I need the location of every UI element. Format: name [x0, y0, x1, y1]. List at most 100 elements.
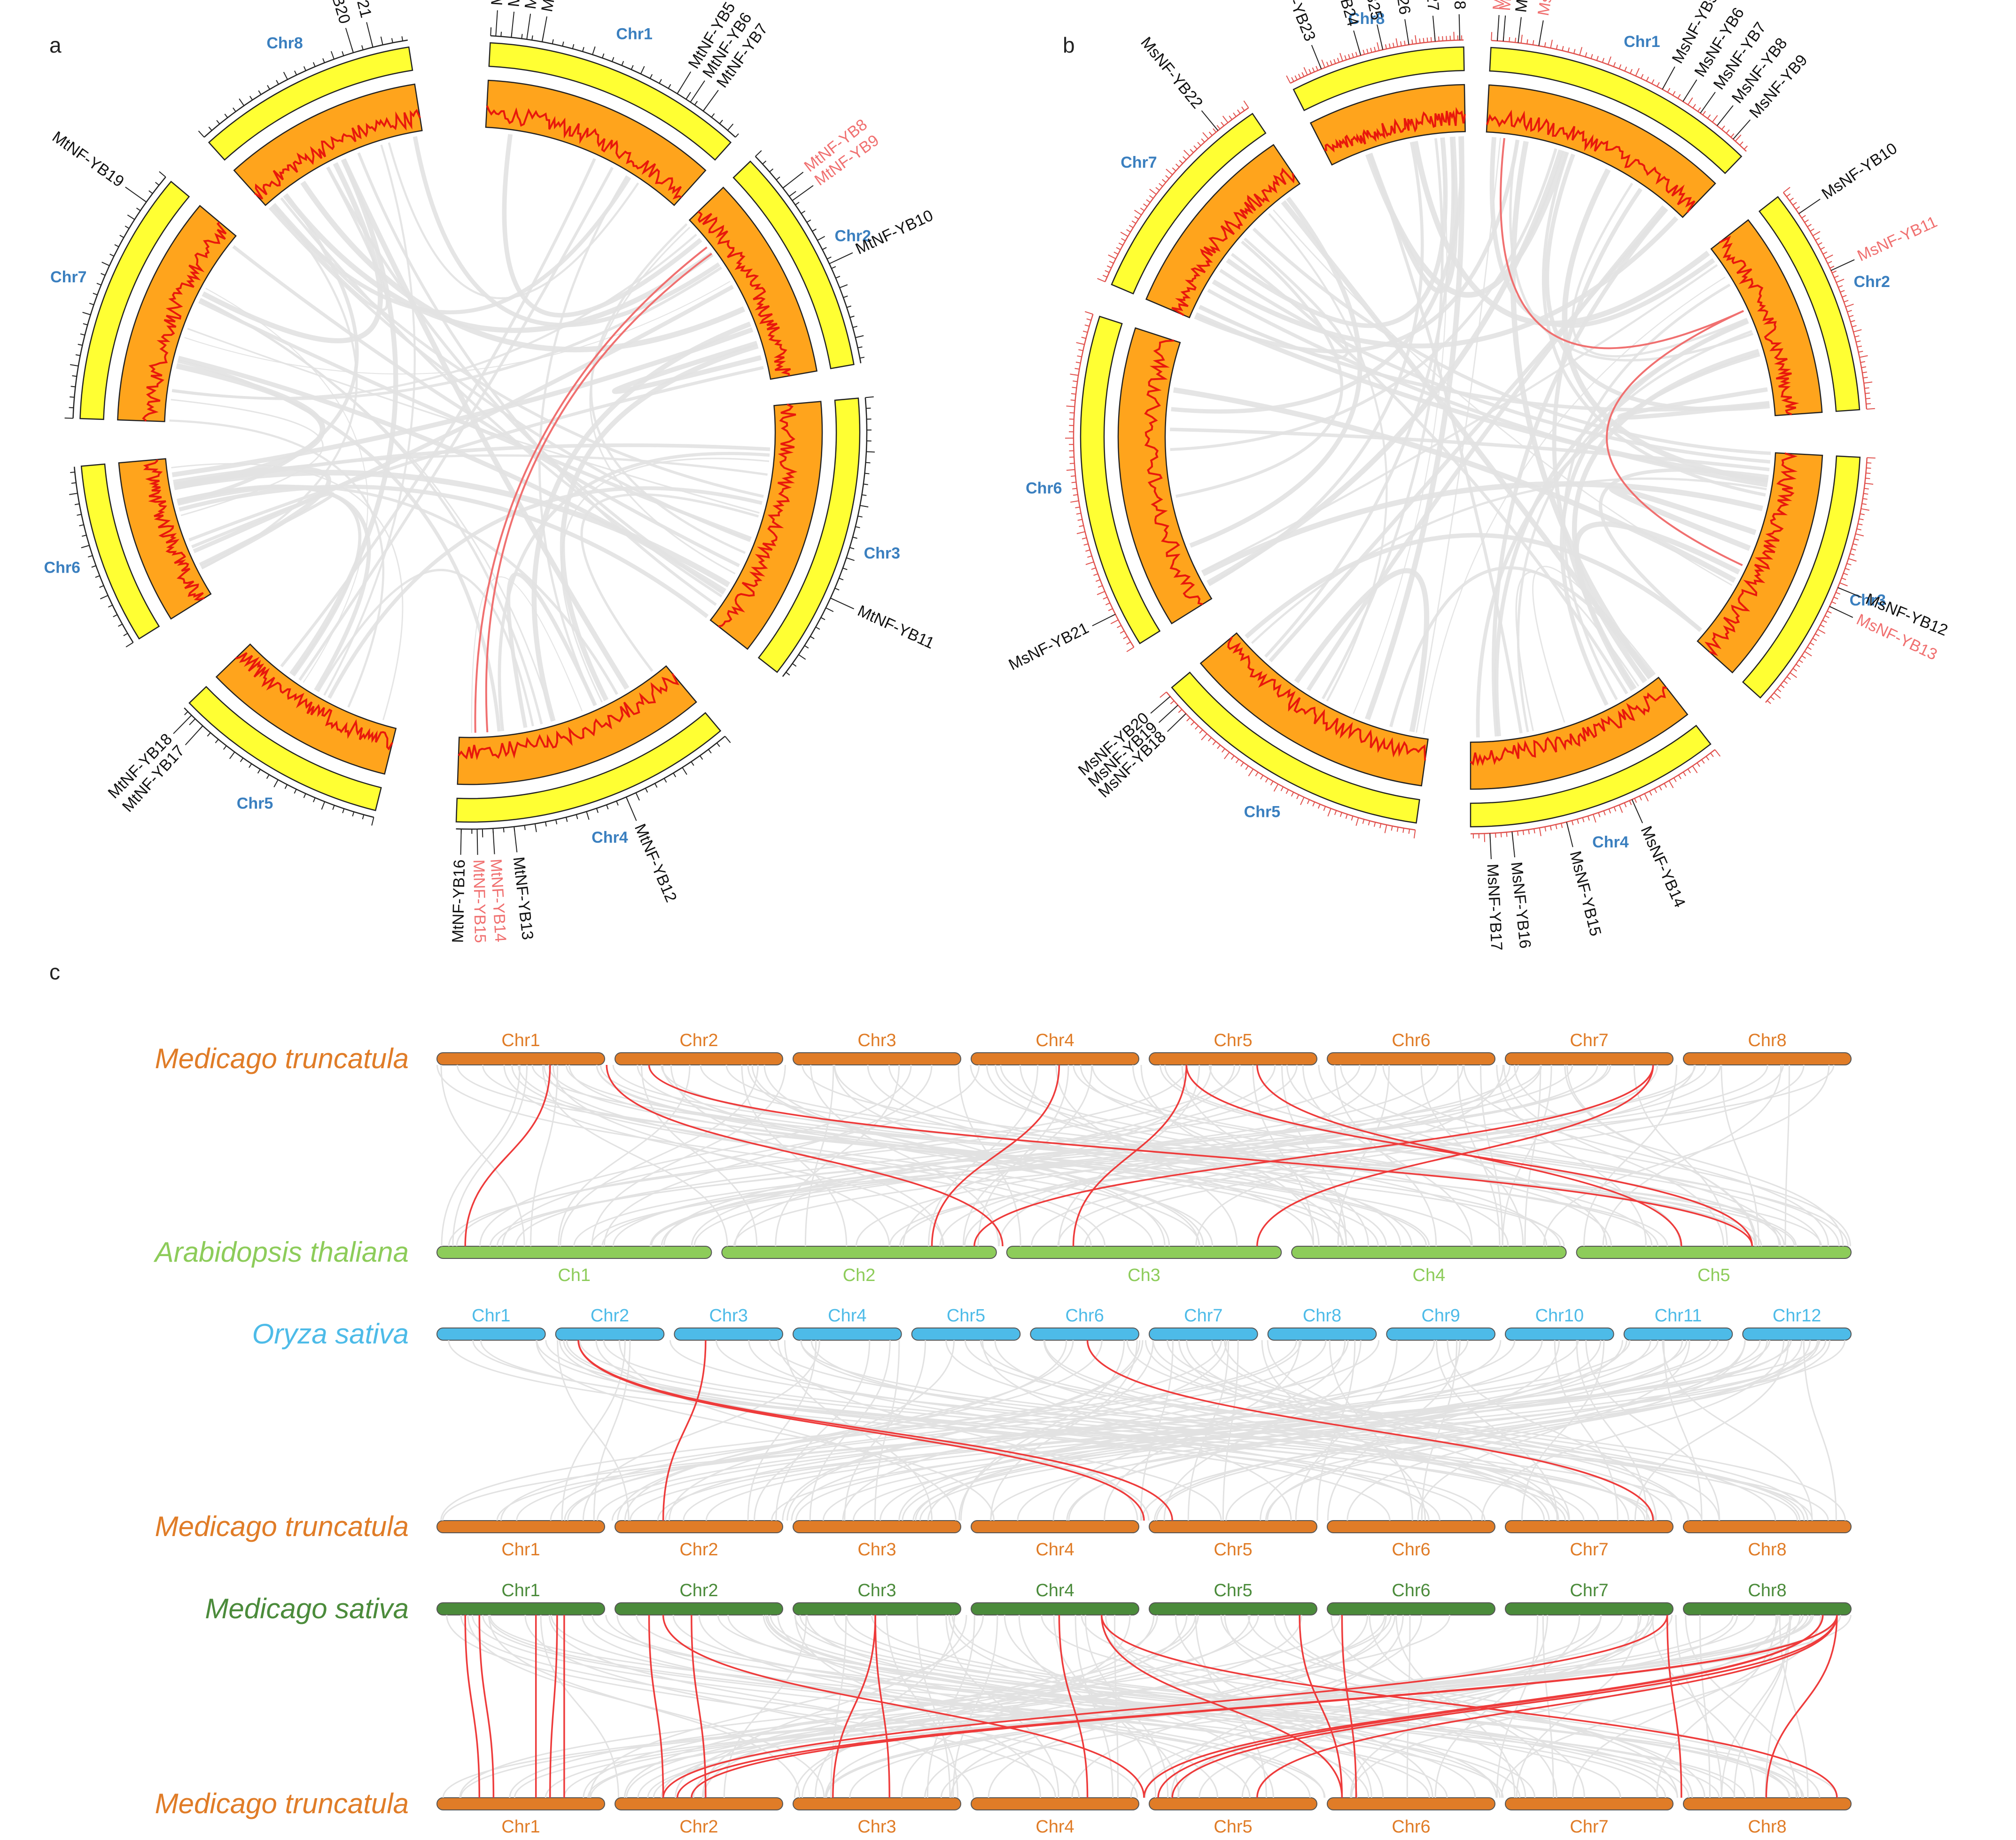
gray-link [1195, 312, 1768, 483]
gene-label: MsNF-YB11 [1854, 213, 1940, 265]
tick [184, 711, 188, 715]
tick [1549, 825, 1552, 831]
gray-link [1542, 152, 1766, 497]
tick [155, 182, 160, 186]
gray-synteny-link [1241, 1615, 1642, 1798]
species-label: Arabidopsis thaliana [154, 1236, 409, 1268]
synteny-chromosome-bar [1505, 1052, 1674, 1065]
gene-marker: MsNF-YB28 [1448, 0, 1469, 40]
tick [64, 417, 73, 419]
highlight-synteny-link [1072, 1064, 1188, 1247]
synteny-chromosome-bar [1623, 1328, 1733, 1341]
tick [1701, 759, 1705, 764]
gray-synteny-link [1156, 1340, 1830, 1521]
synteny-chromosome-label: Chr2 [679, 1581, 718, 1600]
tick [125, 225, 130, 229]
synteny-chromosome-label: Ch3 [1128, 1265, 1160, 1285]
synteny-chromosome-label: Chr8 [1303, 1306, 1341, 1326]
gray-synteny-link [1784, 1064, 1790, 1247]
tick [1449, 36, 1451, 41]
tick [1664, 783, 1667, 788]
synteny-chromosome-bar [1291, 1246, 1567, 1259]
synteny-chromosome-bar [1683, 1520, 1852, 1533]
tick [1108, 608, 1113, 611]
tick [1348, 54, 1351, 59]
gene-leader-line [476, 829, 478, 855]
tick [621, 61, 624, 66]
tick [682, 767, 687, 775]
gray-link [1423, 276, 1726, 734]
gray-synteny-link [460, 1615, 1138, 1798]
gray-synteny-link [1144, 1615, 1650, 1798]
highlight-synteny-link [1765, 1615, 1838, 1798]
tick [352, 811, 355, 817]
gray-synteny-link [981, 1340, 1292, 1521]
tick [1848, 558, 1857, 562]
gene-marker: MsNF-YB17 [1483, 833, 1505, 951]
gene-leader-line [1700, 92, 1716, 114]
gray-synteny-link [536, 1340, 1440, 1521]
gray-synteny-link [1496, 1615, 1539, 1798]
gray-link [1171, 136, 1464, 414]
gray-link [270, 176, 631, 315]
gray-synteny-link [1566, 1064, 1756, 1247]
synteny-chromosome-bar [971, 1520, 1139, 1533]
synteny-chromosome-bar [615, 1602, 783, 1615]
gray-synteny-link [794, 1615, 1188, 1798]
synteny-chromosome-bar [436, 1602, 605, 1615]
tick [1162, 179, 1167, 183]
tick [555, 819, 558, 824]
tick [1820, 624, 1825, 628]
tick [1509, 37, 1510, 42]
species-label: Medicago truncatula [155, 1043, 409, 1074]
species-label: Medicago truncatula [155, 1511, 409, 1542]
tick [332, 805, 335, 810]
tick [1533, 828, 1535, 834]
ideogram-chr2 [1758, 196, 1860, 412]
synteny-chromosome-bar [793, 1520, 961, 1533]
tick [303, 793, 306, 798]
tick [1270, 781, 1274, 786]
tick [207, 732, 211, 737]
ideogram-chr8 [208, 46, 413, 161]
tick [724, 736, 731, 743]
gene-leader-line [1201, 110, 1219, 131]
gene-leader-line [1432, 16, 1436, 42]
tick [96, 283, 101, 286]
tick [572, 44, 575, 49]
tick [586, 811, 590, 820]
tick [1629, 69, 1633, 74]
tick [1555, 824, 1557, 830]
chromosome-chr2: Chr2 [1710, 186, 1890, 416]
synteny-chromosome-bar [1327, 1602, 1495, 1615]
gray-link [300, 180, 746, 352]
ideogram-chr5 [1171, 671, 1420, 824]
tick [769, 168, 774, 172]
tick [1602, 58, 1604, 63]
tick [1086, 318, 1091, 321]
gene-leader-line [1837, 587, 1862, 598]
density-line-chr8 [1323, 107, 1466, 153]
tick [100, 595, 109, 599]
heatmap-chr2 [1710, 219, 1823, 416]
tick [1705, 756, 1710, 761]
synteny-chromosome-bar [1505, 1520, 1674, 1533]
gray-synteny-link [531, 1064, 1795, 1247]
highlight-synteny-link [662, 1340, 707, 1521]
tick [1579, 47, 1583, 55]
gray-link [1365, 150, 1568, 298]
density-line-chr7 [142, 221, 227, 422]
gene-label: MtNF-YB20 [312, 0, 354, 26]
tick [822, 247, 827, 250]
chromosome-chr4: Chr4 [1470, 676, 1721, 851]
tick [1858, 350, 1863, 353]
synteny-chromosome-bar [1683, 1602, 1852, 1615]
synteny-chromosome-label: Chr9 [1421, 1306, 1460, 1326]
gray-synteny-link [874, 1340, 900, 1521]
tick [1668, 780, 1674, 788]
synteny-chromosome-label: Chr5 [1214, 1540, 1252, 1560]
tick [1201, 733, 1207, 741]
tick [1155, 187, 1160, 191]
tick [1801, 215, 1806, 218]
tick [1102, 274, 1107, 278]
